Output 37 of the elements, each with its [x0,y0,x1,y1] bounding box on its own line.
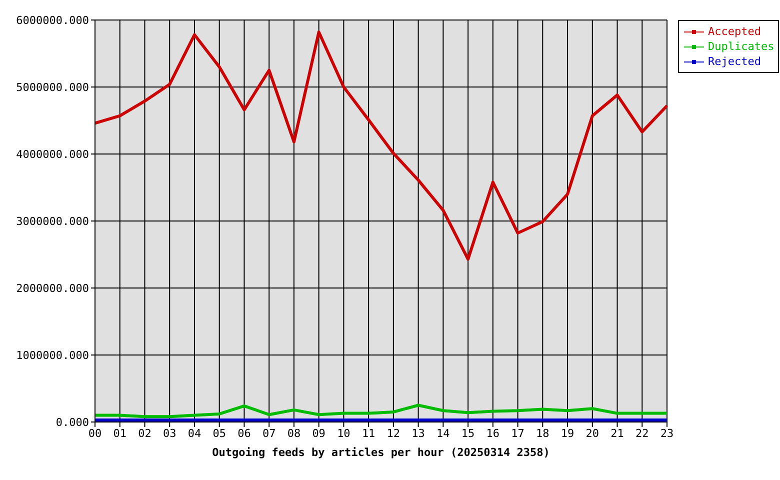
x-tick-label: 19 [560,426,574,440]
y-tick-label: 0.000 [56,416,89,429]
y-tick-label: 3000000.000 [16,214,89,228]
y-tick-label: 2000000.000 [16,282,89,295]
x-tick-label: 23 [660,426,674,440]
y-tick-label: 5000000.000 [16,80,89,94]
legend-label: Rejected [708,54,761,69]
x-tick-label: 11 [362,426,376,440]
legend-label: Accepted [708,24,761,39]
y-tick-label: 1000000.000 [16,348,89,362]
legend-label: Duplicates [708,39,774,54]
y-tick-label: 4000000.000 [16,148,89,161]
x-tick-label: 02 [138,426,152,440]
x-tick-label: 15 [461,426,475,440]
x-tick-label: 09 [312,426,326,440]
x-tick-label: 00 [88,426,102,440]
x-tick-label: 03 [162,426,176,440]
x-tick-label: 21 [610,426,624,440]
x-tick-label: 10 [337,426,350,440]
line-series [94,30,668,261]
x-tick-label: 07 [262,426,276,440]
x-tick-label: 08 [287,426,301,440]
x-tick-label: 20 [586,426,600,440]
line-series [94,404,668,418]
x-tick-label: 01 [113,426,126,440]
x-tick-label: 04 [188,426,202,440]
x-tick-label: 14 [436,426,450,440]
x-tick-label: 17 [511,426,524,440]
y-tick-label: 6000000.000 [16,14,89,27]
x-tick-label: 22 [636,426,649,440]
x-tick-label: 18 [536,426,550,440]
x-axis-title: Outgoing feeds by articles per hour (20250314 2358) [212,446,550,459]
x-tick-label: 06 [238,426,251,440]
x-tick-label: 05 [212,426,226,440]
x-tick-label: 13 [412,426,425,440]
x-tick-label: 16 [486,426,500,440]
x-tick-label: 12 [386,426,400,440]
